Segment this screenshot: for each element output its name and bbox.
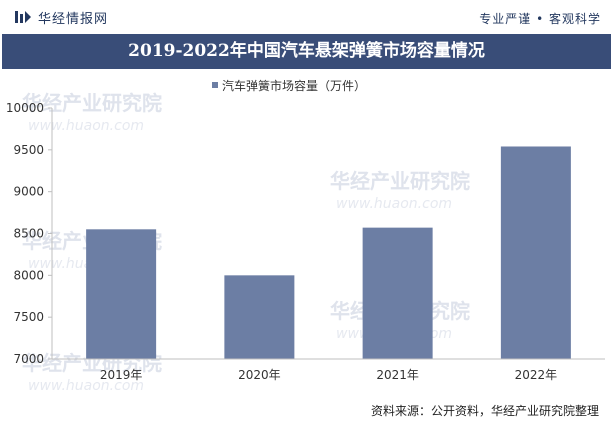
chart-title: 2019-2022年中国汽车悬架弹簧市场容量情况 [128,41,485,61]
brand-logo: 华经情报网 [14,8,109,27]
bar-chart: 华经产业研究院 www.huaon.com 华经产业研究院 www.huaon.com… [6,78,605,394]
y-tick-label: 9500 [13,143,44,157]
legend-label: 汽车弹簧市场容量（万件） [222,78,366,93]
bar [362,227,433,359]
tagline: 专业严谨 • 客观科学 [479,12,601,26]
logo-text: 华经情报网 [38,11,109,27]
y-tick-label: 8500 [13,227,44,241]
watermark-url: www.huaon.com [336,196,452,212]
logo-icon [15,11,31,23]
watermark-url: www.huaon.com [28,118,144,134]
x-tick-label: 2021年 [376,368,419,382]
x-tick-label: 2022年 [515,368,558,382]
watermark-text: 华经产业研究院 [22,91,162,115]
x-tick-label: 2020年 [238,368,281,382]
y-tick-label: 7000 [13,352,44,366]
y-tick-label: 7500 [13,310,44,324]
y-tick-label: 9000 [13,185,44,199]
source-note: 资料来源：公开资料，华经产业研究院整理 [370,404,599,418]
legend-swatch [212,82,218,88]
y-tick-label: 8000 [13,268,44,282]
title-bar: 2019-2022年中国汽车悬架弹簧市场容量情况 [2,34,611,69]
watermark-url: www.huaon.com [28,378,144,394]
bar [500,146,571,359]
bar [86,229,157,359]
x-tick-label: 2019年 [100,368,143,382]
bar [224,275,295,359]
watermark-text: 华经产业研究院 [330,169,470,193]
top-bar: 华经情报网 专业严谨 • 客观科学 [0,0,613,32]
y-tick-label: 10000 [6,101,44,115]
